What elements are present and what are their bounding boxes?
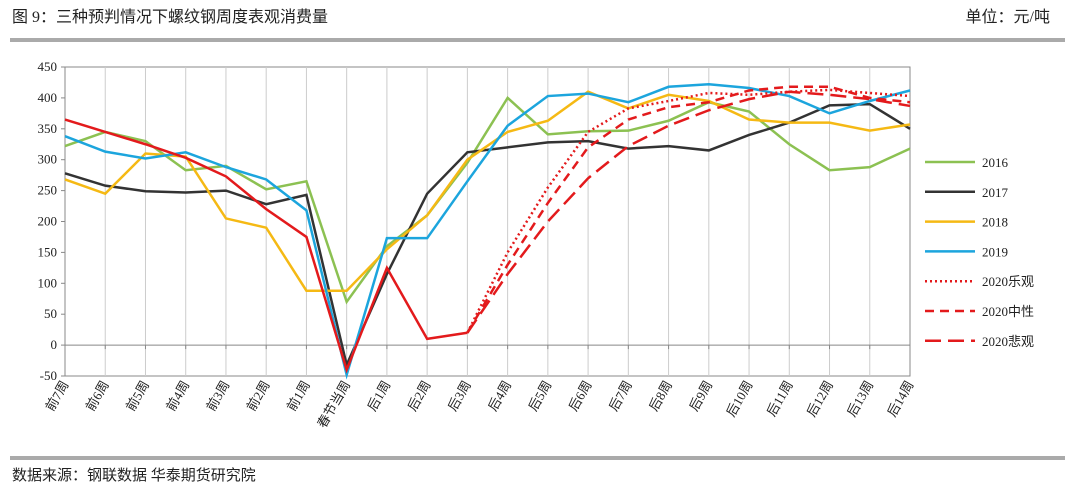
source: 数据来源：钢联数据 华泰期货研究院 (12, 466, 256, 484)
y-tick-label: -50 (40, 368, 57, 383)
x-tick-label: 后5周 (525, 378, 554, 414)
x-tick-label: 后13周 (844, 378, 876, 419)
legend-label: 2019 (982, 244, 1008, 259)
x-tick-label: 后1周 (364, 378, 393, 414)
y-tick-label: 50 (44, 306, 57, 321)
x-tick-label: 后9周 (686, 378, 715, 414)
x-tick-label: 前1周 (284, 378, 313, 414)
y-tick-label: 450 (38, 59, 58, 74)
x-tick-label: 后8周 (646, 378, 675, 414)
x-tick-label: 前6周 (83, 378, 112, 414)
series-line (64, 102, 911, 369)
legend-label: 2016 (982, 155, 1009, 170)
series-line (466, 85, 911, 334)
legend-label: 2020中性 (982, 304, 1034, 319)
x-tick-label: 后2周 (404, 378, 433, 414)
legend-label: 2020乐观 (982, 274, 1034, 289)
series-line (64, 83, 911, 380)
legend-label: 2018 (982, 215, 1008, 230)
x-tick-label: 后14周 (884, 378, 916, 419)
series-line (466, 90, 911, 334)
y-tick-label: 350 (38, 121, 58, 136)
series-line (466, 88, 911, 334)
x-tick-label: 前4周 (163, 378, 192, 414)
y-tick-label: 300 (38, 152, 58, 167)
y-tick-label: 400 (38, 90, 58, 105)
series-line (64, 118, 468, 374)
unit: 单位：元/吨 (966, 8, 1050, 26)
legend-label: 2017 (982, 185, 1009, 200)
title: 图 9：三种预判情况下螺纹钢周度表观消费量 (12, 8, 328, 26)
x-tick-label: 春节当周 (314, 378, 353, 431)
y-tick-label: 250 (38, 183, 58, 198)
series-line (64, 95, 911, 305)
x-tick-label: 后4周 (485, 378, 514, 414)
plot-frame (64, 66, 911, 377)
y-tick-label: 100 (38, 275, 58, 290)
y-tick-label: 150 (38, 244, 58, 259)
x-tick-label: 后7周 (606, 378, 635, 414)
x-tick-label: 后11周 (764, 378, 796, 419)
y-tick-label: 0 (51, 337, 58, 352)
x-tick-label: 前5周 (123, 378, 152, 414)
x-tick-label: 后6周 (565, 378, 594, 414)
x-tick-label: 后10周 (723, 378, 755, 419)
x-tick-label: 后3周 (445, 378, 474, 414)
x-tick-label: 前2周 (244, 378, 273, 414)
series-line (64, 90, 911, 292)
legend-label: 2020悲观 (982, 334, 1034, 349)
y-tick-label: 200 (38, 214, 58, 229)
x-tick-label: 前3周 (203, 378, 232, 414)
x-tick-label: 前7周 (42, 378, 71, 414)
x-tick-label: 后12周 (804, 378, 836, 419)
